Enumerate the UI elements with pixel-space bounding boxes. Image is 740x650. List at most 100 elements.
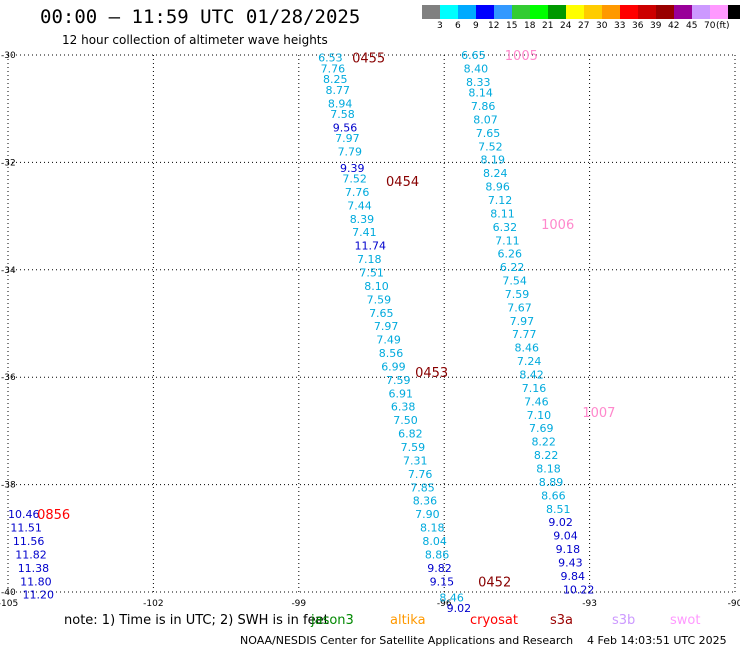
wave-height-value: 7.31	[403, 454, 428, 467]
wave-height-value: 6.99	[381, 360, 406, 373]
wave-height-value: 8.33	[466, 76, 491, 89]
wave-height-value: 7.67	[507, 301, 532, 314]
wave-height-value: 7.59	[401, 441, 426, 454]
wave-height-value: 7.52	[478, 140, 503, 153]
colorbar-label: 15	[506, 21, 518, 31]
wave-height-value: 11.82	[15, 548, 47, 561]
wave-height-value: 8.25	[323, 73, 348, 86]
wave-height-value: 7.97	[510, 315, 535, 328]
wave-height-value: 10.22	[563, 583, 595, 596]
wave-height-value: 7.44	[347, 199, 372, 212]
colorbar-swatch	[548, 5, 566, 19]
colorbar-swatch	[728, 5, 740, 19]
colorbar-swatch	[458, 5, 476, 19]
wave-height-value: 9.82	[427, 562, 452, 575]
wave-height-value: 9.04	[553, 530, 578, 543]
wave-height-value: 7.41	[352, 226, 377, 239]
lon-tick-label: -99	[291, 599, 306, 609]
legend-item-jason3: jason3	[311, 613, 354, 628]
wave-height-value: 7.76	[345, 186, 370, 199]
track: 8.469.02 0452	[439, 575, 511, 615]
colorbar-swatch	[476, 5, 494, 19]
colorbar-label: 42	[668, 21, 680, 31]
wave-height-value: 7.18	[357, 253, 382, 266]
wave-height-value: 6.32	[493, 221, 517, 234]
footer-note: note: 1) Time is in UTC; 2) SWH is in fe…	[64, 613, 329, 628]
wave-height-value: 11.20	[23, 589, 55, 602]
wave-height-value: 7.10	[527, 409, 552, 422]
wave-height-value: 7.16	[522, 382, 547, 395]
wave-height-value: 9.84	[561, 570, 586, 583]
wave-height-value: 11.56	[13, 535, 44, 548]
wave-height-value: 7.97	[374, 320, 399, 333]
wave-height-value: 6.22	[500, 261, 524, 274]
wave-height-value: 6.53	[318, 52, 343, 65]
wave-height-value: 7.51	[359, 266, 384, 279]
wave-height-value: 8.56	[379, 347, 404, 360]
wave-height-value: 8.11	[490, 207, 515, 220]
legend-item-s3a: s3a	[550, 613, 574, 628]
wave-height-value: 7.46	[524, 395, 549, 408]
wave-height-value: 11.80	[20, 575, 52, 588]
colorbar-swatch	[674, 5, 692, 19]
track-time-label: 0455	[352, 52, 385, 67]
wave-height-value: 7.59	[367, 293, 392, 306]
colorbar-label: 27	[578, 21, 590, 31]
wave-height-value: 7.59	[505, 288, 530, 301]
wave-height-value: 9.39	[340, 162, 365, 175]
wave-height-value: 8.46	[439, 591, 464, 604]
wave-height-value: 7.90	[415, 508, 440, 521]
colorbar-label: 36	[632, 21, 644, 31]
lat-tick-label: -32	[1, 158, 16, 168]
grid-lines	[7, 54, 736, 593]
wave-height-value: 7.59	[386, 374, 411, 387]
colorbar-label: 21	[542, 21, 554, 31]
legend-item-swot: swot	[670, 613, 701, 628]
wave-height-value: 7.77	[512, 328, 537, 341]
wave-height-value: 8.66	[541, 489, 566, 502]
colorbar-swatch	[692, 5, 710, 19]
wave-height-value: 7.24	[517, 355, 542, 368]
lon-tick-label: -105	[0, 599, 18, 609]
lat-tick-label: -38	[1, 481, 16, 491]
wave-height-value: 11.74	[355, 240, 387, 253]
wave-height-value: 8.07	[473, 113, 498, 126]
wave-height-value: 8.18	[536, 462, 561, 475]
colorbar-label: 24	[560, 21, 572, 31]
colorbar-swatch	[530, 5, 548, 19]
colorbar-swatch	[602, 5, 620, 19]
track-time-label: 0452	[478, 575, 511, 590]
wave-height-value: 8.51	[546, 503, 571, 516]
wave-height-value: 9.56	[333, 121, 358, 134]
wave-height-value: 7.50	[393, 414, 418, 427]
wave-height-value: 10.46	[8, 508, 40, 521]
colorbar-label: 33	[614, 21, 626, 31]
wave-height-value: 9.15	[430, 575, 455, 588]
wave-height-value: 8.39	[350, 213, 375, 226]
wave-height-value: 8.86	[425, 548, 450, 561]
tick-labels: -105 -102 -99 -96 -93 -90 -30 -32 -34 -36 -38 -40	[0, 51, 740, 609]
wave-height-value: 7.79	[338, 146, 363, 159]
wave-height-tracks: 6.537.768.258.778.947.589.567.977.799.39…	[8, 49, 615, 615]
track: 7.698.228.228.188.898.668.519.029.049.18…	[529, 406, 615, 596]
track-time-label: 1006	[541, 218, 574, 233]
wave-height-value: 11.51	[10, 522, 42, 535]
wave-height-value: 8.77	[325, 84, 350, 97]
wave-height-value: 8.19	[481, 154, 506, 167]
track-time-label: 0454	[386, 175, 419, 190]
wave-height-value: 6.65	[461, 49, 486, 62]
wave-height-value: 7.97	[335, 132, 360, 145]
colorbar-label: 18	[524, 21, 536, 31]
colorbar-swatch	[566, 5, 584, 19]
lon-tick-label: -102	[143, 599, 163, 609]
lon-tick-label: -96	[437, 599, 452, 609]
wave-height-value: 7.76	[408, 468, 433, 481]
wave-height-value: 9.18	[556, 543, 581, 556]
legend-item-altika: altika	[390, 613, 426, 628]
colorbar-label: 70	[704, 21, 716, 31]
colorbar-swatch	[710, 5, 728, 19]
lon-tick-label: -90	[728, 599, 740, 609]
wave-height-value: 7.12	[488, 194, 513, 207]
colorbar-swatch	[422, 5, 440, 19]
